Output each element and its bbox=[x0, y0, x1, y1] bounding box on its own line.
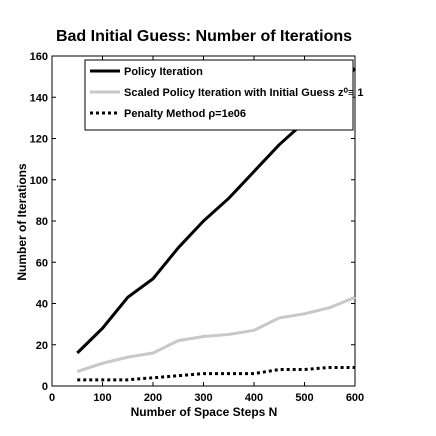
x-tick-label: 200 bbox=[144, 392, 162, 404]
x-tick-label: 0 bbox=[49, 392, 55, 404]
y-tick-label: 160 bbox=[30, 51, 48, 63]
series-line-2 bbox=[76, 295, 356, 373]
x-axis-label: Number of Space Steps N bbox=[131, 405, 278, 419]
legend: Policy Iteration Scaled Policy Iteration … bbox=[84, 59, 363, 131]
chart-title: Bad Initial Guess: Number of Iterations bbox=[56, 28, 352, 45]
y-axis-label: Number of Iterations bbox=[15, 163, 29, 281]
series-line-3 bbox=[77, 365, 355, 382]
y-tick-label: 100 bbox=[30, 175, 48, 187]
x-tick-label: 300 bbox=[194, 392, 212, 404]
legend-box bbox=[84, 59, 354, 131]
x-tick-label: 400 bbox=[245, 392, 263, 404]
y-tick-label: 120 bbox=[30, 134, 48, 146]
y-tick-label: 0 bbox=[42, 381, 48, 393]
y-tick-label: 40 bbox=[36, 299, 48, 311]
legend-label-2: Scaled Policy Iteration with Initial Gue… bbox=[124, 87, 363, 99]
x-tick-label: 500 bbox=[295, 392, 313, 404]
x-tick-label: 600 bbox=[346, 392, 364, 404]
y-axis-ticks: 0 20 40 60 80 100 120 140 160 bbox=[30, 51, 355, 393]
y-tick-label: 80 bbox=[36, 216, 48, 228]
legend-label-1: Policy Iteration bbox=[124, 66, 203, 78]
y-tick-label: 20 bbox=[36, 340, 48, 352]
legend-label-3: Penalty Method ρ=1e06 bbox=[124, 108, 246, 120]
x-tick-label: 100 bbox=[93, 392, 111, 404]
x-axis-ticks: 0 100 200 300 400 500 600 bbox=[49, 56, 364, 404]
y-tick-label: 60 bbox=[36, 257, 48, 269]
y-tick-label: 140 bbox=[30, 92, 48, 104]
